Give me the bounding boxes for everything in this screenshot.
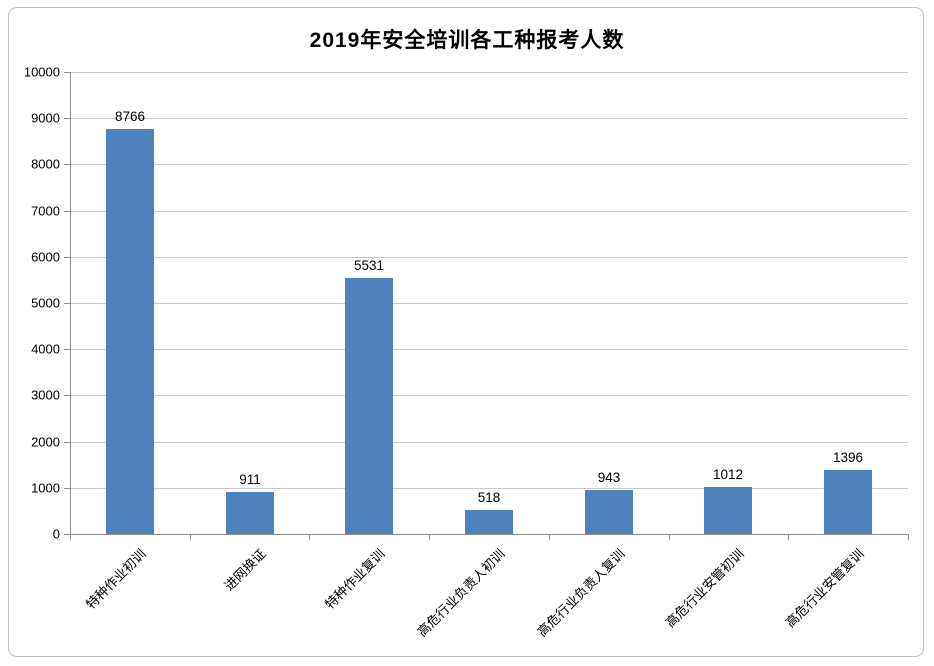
y-axis-tick-label: 6000 <box>31 249 60 265</box>
plot-area: 0 1000 2000 3000 4000 5000 6000 7000 8000 9000 100… <box>24 65 909 639</box>
gridline <box>70 257 908 258</box>
bar <box>465 510 513 534</box>
y-axis-tick-label: 4000 <box>31 341 60 357</box>
chart-frame-border <box>8 7 924 657</box>
x-axis-line <box>69 534 908 535</box>
y-axis-line <box>70 72 71 534</box>
y-axis-tick-label: 1000 <box>31 480 60 496</box>
x-axis-tick <box>788 534 789 540</box>
y-axis-tick <box>64 395 70 396</box>
gridline <box>70 442 908 443</box>
x-axis-tick <box>190 534 191 540</box>
bar-value-label: 943 <box>597 470 621 485</box>
y-axis-tick <box>64 164 70 165</box>
y-axis-tick-label: 9000 <box>31 110 60 126</box>
bar-value-label: 1012 <box>712 467 744 482</box>
x-axis-tick <box>549 534 550 540</box>
gridline <box>70 488 908 489</box>
y-axis-tick <box>64 211 70 212</box>
x-axis-tick <box>908 534 909 540</box>
gridline <box>70 164 908 165</box>
y-axis-tick-label: 5000 <box>31 295 60 311</box>
gridline <box>70 118 908 119</box>
bar-value-label: 1396 <box>832 450 864 465</box>
x-axis-tick <box>70 534 71 540</box>
bar <box>106 129 154 534</box>
bar-value-label: 8766 <box>114 109 146 124</box>
bar <box>824 470 872 534</box>
y-axis-tick <box>64 534 70 535</box>
x-axis-tick <box>429 534 430 540</box>
y-axis-tick <box>64 118 70 119</box>
y-axis-tick <box>64 72 70 73</box>
bar-value-label: 518 <box>477 490 501 505</box>
y-axis-tick-label: 2000 <box>31 434 60 450</box>
x-axis-tick <box>309 534 310 540</box>
bar <box>345 278 393 534</box>
y-axis-tick <box>64 349 70 350</box>
x-axis-tick <box>669 534 670 540</box>
gridline <box>70 303 908 304</box>
y-axis-tick-label: 3000 <box>31 387 60 403</box>
y-axis-tick-label: 8000 <box>31 156 60 172</box>
y-axis-tick <box>64 303 70 304</box>
bar <box>704 487 752 534</box>
gridline <box>70 395 908 396</box>
gridline <box>70 72 908 73</box>
y-axis-tick <box>64 488 70 489</box>
bar-value-label: 911 <box>239 472 261 487</box>
bar <box>585 490 633 534</box>
chart-title: 2019年安全培训各工种报考人数 <box>309 29 625 52</box>
y-axis-tick-label: 0 <box>52 526 60 542</box>
gridline <box>70 211 908 212</box>
y-axis-tick <box>64 257 70 258</box>
bar <box>226 492 274 534</box>
bar-value-label: 5531 <box>353 258 385 273</box>
y-axis-tick-label: 7000 <box>31 203 60 219</box>
y-axis-tick <box>64 442 70 443</box>
gridline <box>70 349 908 350</box>
y-axis-tick-label: 10000 <box>23 64 60 80</box>
